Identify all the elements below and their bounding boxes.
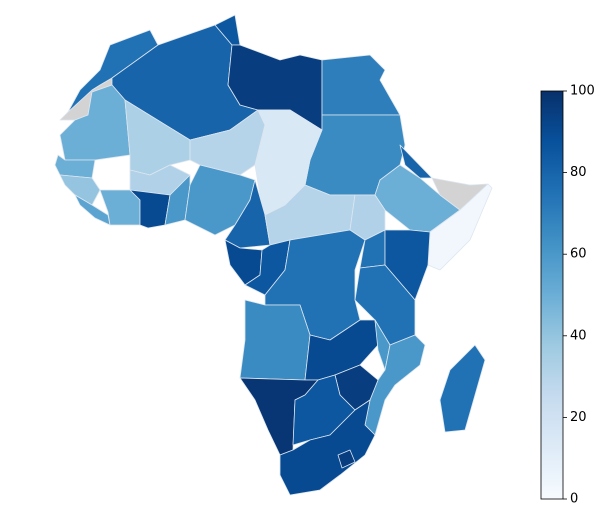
colorbar-tick-label: 40 xyxy=(570,328,587,343)
region xyxy=(59,84,131,161)
region xyxy=(364,334,426,436)
colorbar-fill xyxy=(540,90,564,500)
colorbar-tick-label: 60 xyxy=(570,247,587,262)
colorbar-tick-label: 100 xyxy=(570,84,595,99)
colorbar-tick-label: 80 xyxy=(570,165,587,180)
colorbar-tick-label: 20 xyxy=(570,410,587,425)
regions xyxy=(54,14,493,496)
region xyxy=(239,299,311,381)
region xyxy=(337,449,356,469)
colorbar: 0 20 40 60 80 100 xyxy=(540,84,595,507)
region xyxy=(439,344,486,433)
region xyxy=(321,54,401,116)
region xyxy=(279,399,376,496)
region xyxy=(67,29,159,113)
colorbar-tick-label: 0 xyxy=(570,492,578,507)
